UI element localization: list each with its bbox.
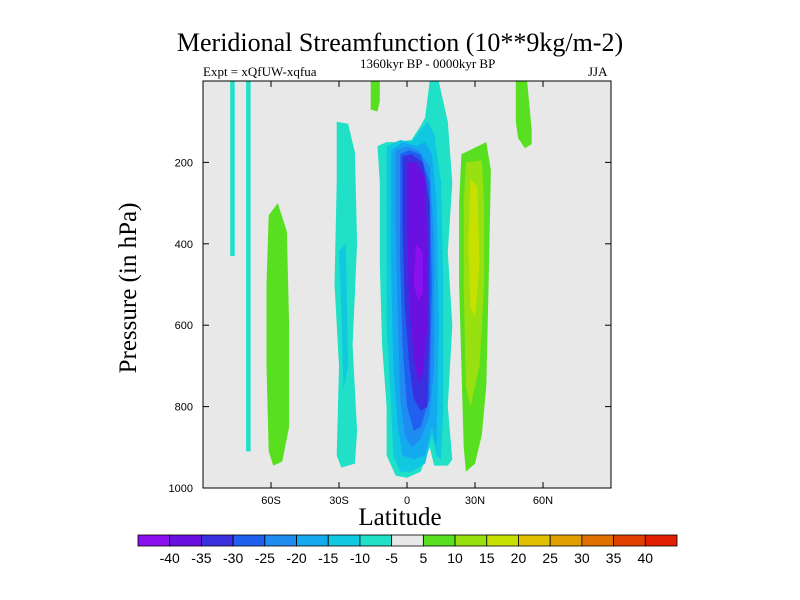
colorbar-label: 5: [419, 550, 427, 566]
y-tick-label: 400: [175, 239, 193, 251]
contour-region-level-neg5: [230, 81, 235, 256]
colorbar-swatch: [359, 534, 393, 547]
contour-region-level-5: [370, 81, 380, 112]
colorbar-swatch: [232, 534, 266, 547]
colorbar-label: -20: [286, 550, 306, 566]
colorbar-label: -10: [350, 550, 370, 566]
x-tick-label: 30N: [465, 495, 485, 507]
colorbar-swatch: [518, 534, 551, 547]
colorbar-swatch: [296, 534, 329, 547]
colorbar-label: 20: [511, 550, 527, 566]
contour-region-level-neg5: [246, 81, 251, 452]
y-tick-label: 200: [175, 157, 193, 169]
colorbar-label: -25: [255, 550, 275, 566]
colorbar-swatch: [264, 534, 297, 547]
colorbar-label: -35: [191, 550, 211, 566]
colorbar: -40 -35 -30 -25 -20 -15 -10 -5 5 10 15 20 25 30 35 40: [137, 534, 678, 566]
colorbar-label: 25: [542, 550, 558, 566]
period-label: 1360kyr BP - 0000kyr BP: [360, 56, 496, 71]
x-tick-label: 60S: [261, 495, 281, 507]
y-tick-label: 800: [175, 402, 193, 414]
colorbar-swatch: [549, 534, 583, 547]
colorbar-swatch: [137, 534, 171, 547]
y-tick-label: 1000: [169, 483, 193, 495]
colorbar-swatch: [201, 534, 234, 547]
x-tick-label: 30S: [329, 495, 349, 507]
x-axis-label: Latitude: [358, 504, 442, 531]
contour-region-level-15: [468, 178, 480, 318]
y-tick-label: 600: [175, 320, 193, 332]
colorbar-swatch: [486, 534, 519, 547]
colorbar-swatch: [391, 534, 424, 547]
x-tick-label: 0: [404, 495, 410, 507]
y-axis-ticks: 200 400 600 800 1000: [169, 157, 611, 495]
colorbar-label: -15: [318, 550, 338, 566]
colorbar-label: -5: [385, 550, 398, 566]
contour-region-level-neg40: [413, 243, 423, 301]
colorbar-swatch: [454, 534, 488, 547]
colorbar-swatch: [613, 534, 646, 547]
colorbar-label: 35: [606, 550, 622, 566]
colorbar-swatch: [169, 534, 202, 547]
colorbar-swatch: [581, 534, 614, 547]
experiment-label: Expt = xQfUW-xqfua: [203, 64, 317, 79]
x-axis-ticks: 60S 30S 0 30N 60N: [261, 81, 553, 507]
colorbar-swatch: [644, 534, 678, 547]
colorbar-label: 40: [638, 550, 654, 566]
season-label: JJA: [588, 64, 608, 79]
contour-region-level-5: [515, 81, 532, 149]
contour-regions: [230, 81, 532, 478]
colorbar-label: -30: [223, 550, 243, 566]
colorbar-label: -40: [160, 550, 180, 566]
colorbar-label: 15: [479, 550, 495, 566]
colorbar-label: 10: [447, 550, 463, 566]
chart-title: Meridional Streamfunction (10**9kg/m-2): [176, 28, 624, 57]
colorbar-label: 30: [574, 550, 590, 566]
x-tick-label: 60N: [533, 495, 553, 507]
colorbar-swatch: [327, 534, 361, 547]
contour-region-level-5: [266, 203, 290, 466]
colorbar-swatch: [422, 534, 456, 547]
contour-region-level-neg10: [339, 243, 349, 391]
